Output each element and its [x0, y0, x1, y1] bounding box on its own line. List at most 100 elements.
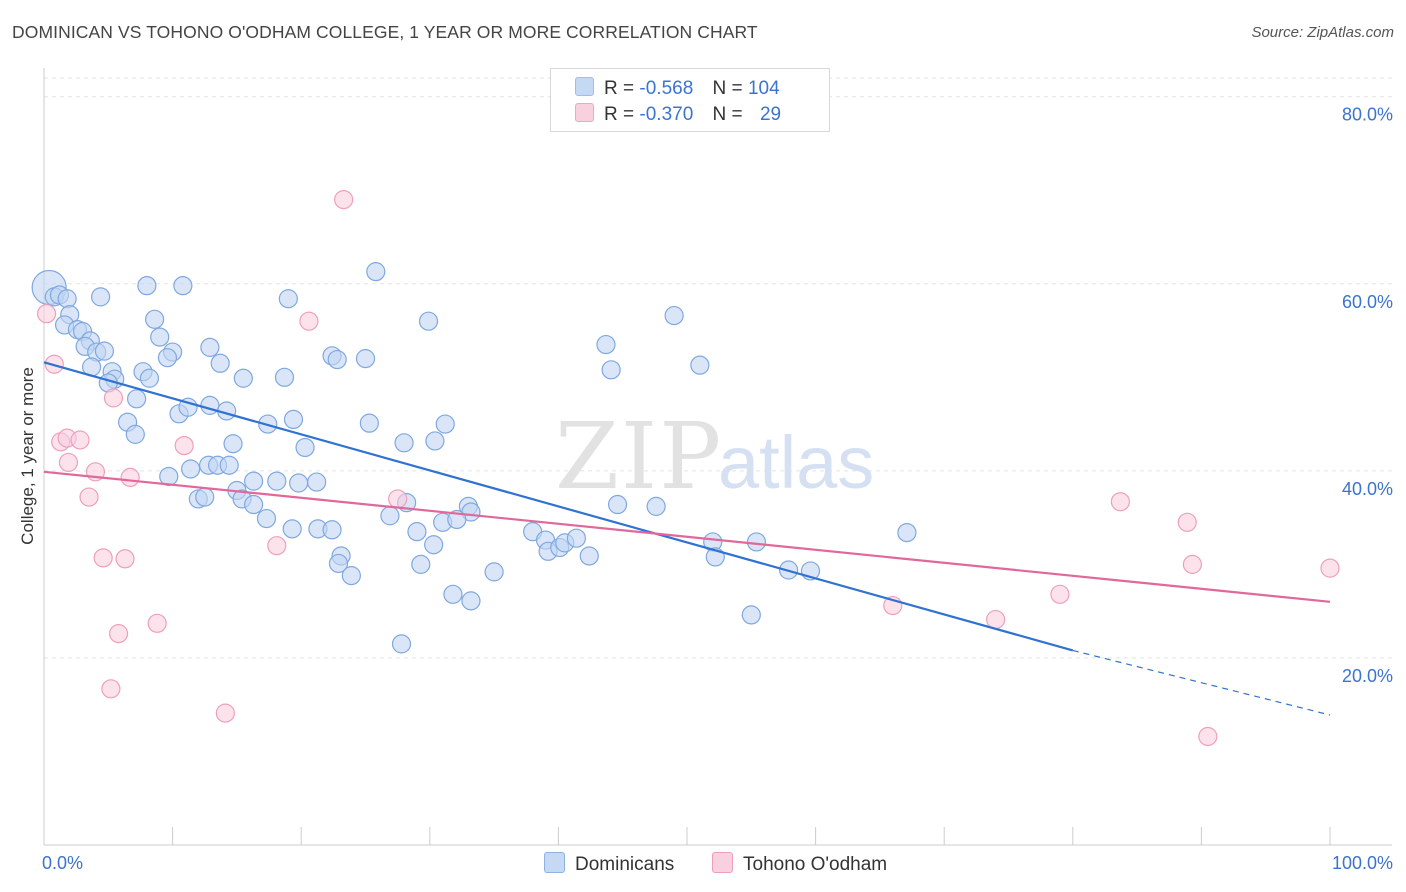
- legend-n-label: N =: [712, 104, 743, 125]
- chart-title: DOMINICAN VS TOHONO O'ODHAM COLLEGE, 1 Y…: [12, 22, 758, 42]
- point-dominicans: [289, 473, 309, 493]
- point-dominicans: [256, 508, 277, 529]
- point-tohono: [36, 304, 57, 324]
- point-dominicans: [157, 348, 178, 368]
- trend-line-tohono: [43, 470, 1331, 603]
- point-tohono: [334, 189, 354, 210]
- legend-n-value: 104: [747, 78, 780, 99]
- point-dominicans: [150, 327, 170, 347]
- point-dominicans: [341, 566, 361, 586]
- point-dominicans: [223, 434, 243, 454]
- point-tohono: [115, 549, 135, 569]
- trend-line-dominicans: [43, 361, 1074, 652]
- point-dominicans: [366, 262, 386, 282]
- point-dominicans: [181, 459, 201, 479]
- bottom-legend-swatch-tohono: [712, 852, 733, 873]
- point-tohono: [79, 487, 99, 507]
- point-tohono: [1050, 584, 1070, 604]
- y-tick-label: 60.0%: [1342, 292, 1393, 312]
- point-dominicans: [94, 341, 115, 361]
- point-dominicans: [322, 520, 342, 540]
- stats-legend: R = -0.568 N = 104 R = -0.370 N = 29: [550, 68, 830, 132]
- point-tohono: [1110, 492, 1130, 512]
- point-dominicans: [741, 605, 761, 625]
- point-dominicans: [424, 535, 444, 555]
- legend-r-value: -0.568: [639, 78, 694, 99]
- point-tohono: [120, 467, 140, 488]
- point-tohono: [1177, 512, 1197, 532]
- y-tick-label: 20.0%: [1342, 666, 1393, 686]
- point-dominicans: [690, 355, 710, 375]
- point-dominicans: [607, 494, 628, 515]
- point-dominicans: [601, 360, 621, 380]
- trend-line-dominicans-extension: [1072, 649, 1331, 716]
- y-tick-label: 80.0%: [1342, 105, 1393, 125]
- point-dominicans: [126, 389, 147, 409]
- point-dominicans: [144, 309, 165, 329]
- point-dominicans: [283, 409, 304, 430]
- point-dominicans: [646, 496, 666, 516]
- point-dominicans: [200, 337, 220, 357]
- legend-n-label: N =: [712, 78, 743, 99]
- point-dominicans: [274, 367, 295, 387]
- point-dominicans: [380, 506, 400, 526]
- point-dominicans: [327, 349, 347, 370]
- point-dominicans: [295, 437, 315, 458]
- trend-lines: [43, 361, 1331, 716]
- point-tohono: [108, 624, 129, 644]
- legend-row-dominicans: R = -0.568 N = 104: [575, 77, 780, 99]
- point-tohono: [58, 452, 79, 473]
- legend-swatch-dominicans: [575, 77, 594, 96]
- bottom-legend-dominicans: Dominicans: [544, 852, 674, 876]
- point-dominicans: [359, 413, 379, 433]
- point-dominicans: [418, 311, 439, 331]
- point-dominicans: [278, 289, 298, 309]
- point-tohono: [101, 679, 121, 699]
- bottom-legend-tohono: Tohono O'odham: [712, 852, 887, 876]
- point-tohono: [70, 430, 90, 450]
- axes: [43, 68, 1392, 846]
- point-dominicans: [244, 494, 264, 515]
- point-dominicans: [425, 431, 445, 451]
- point-dominicans: [267, 471, 287, 491]
- point-dominicans: [484, 562, 504, 582]
- point-dominicans: [411, 554, 431, 574]
- point-dominicans: [139, 368, 160, 388]
- legend-n-value: 29: [759, 104, 782, 125]
- point-dominicans: [435, 414, 455, 434]
- point-dominicans: [328, 553, 349, 574]
- point-dominicans: [282, 519, 302, 539]
- point-dominicans: [355, 349, 376, 369]
- point-dominicans: [219, 455, 239, 475]
- point-tohono: [147, 613, 167, 633]
- point-dominicans: [90, 287, 111, 307]
- y-tick-label: 40.0%: [1342, 479, 1393, 499]
- point-tohono: [388, 489, 408, 509]
- x-tick-label: 0.0%: [42, 853, 83, 873]
- point-dominicans: [579, 546, 599, 566]
- source-credit: Source: ZipAtlas.com: [1251, 24, 1394, 41]
- point-tohono: [93, 548, 113, 568]
- point-dominicans: [244, 471, 264, 491]
- point-dominicans: [461, 591, 481, 611]
- point-dominicans: [195, 487, 215, 507]
- legend-row-tohono: R = -0.370 N = 29: [575, 103, 781, 125]
- point-dominicans: [443, 584, 463, 604]
- legend-r-label: R =: [604, 104, 635, 125]
- point-dominicans: [210, 353, 230, 373]
- legend-r-label: R =: [604, 78, 635, 99]
- bottom-legend-label: Tohono O'odham: [743, 854, 888, 875]
- point-dominicans: [307, 472, 327, 492]
- legend-swatch-tohono: [575, 103, 594, 122]
- point-dominicans: [394, 433, 414, 453]
- point-dominicans: [664, 305, 684, 326]
- x-tick-label: 100.0%: [1332, 853, 1393, 873]
- point-dominicans: [178, 397, 198, 417]
- point-dominicans: [137, 276, 157, 296]
- point-dominicans: [233, 368, 253, 388]
- y-axis-label: College, 1 year or more: [18, 367, 37, 545]
- point-tohono: [1182, 554, 1202, 574]
- watermark-atlas: atlas: [718, 421, 874, 504]
- point-dominicans: [173, 276, 193, 296]
